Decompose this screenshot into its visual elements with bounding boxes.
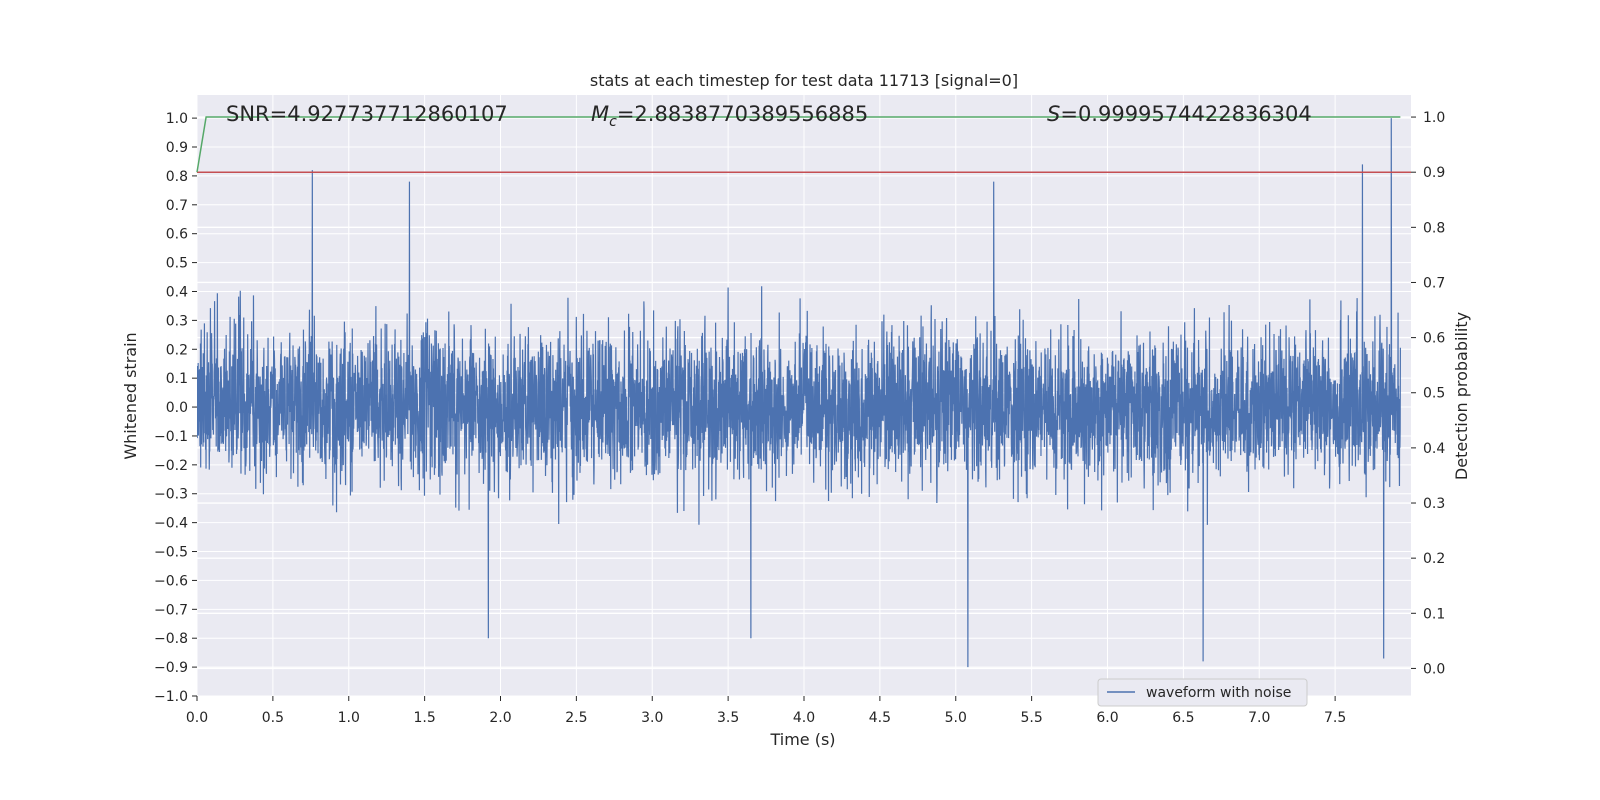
y-tick-label: −0.6 (154, 573, 188, 589)
x-tick-label: 3.5 (717, 710, 739, 726)
waveform-series (197, 118, 1401, 668)
legend: waveform with noise (1097, 678, 1308, 707)
y-tick-label: −0.1 (154, 429, 188, 445)
chart-title: stats at each timestep for test data 117… (590, 71, 1018, 90)
y-tick-label: 0.9 (166, 140, 188, 156)
chirp-mass-subscript: c (609, 114, 617, 130)
y-axis-ticks: 1.0 0.9 0.8 0.7 0.6 0.5 0.4 0.3 0.2 0.1 0.0 −0.1 −0.… (154, 111, 197, 705)
right-axis-label: Detection probability (1452, 312, 1471, 480)
chirp-mass-value: =2.8838770389556885 (617, 102, 868, 126)
x-tick-label: 5.0 (945, 710, 967, 726)
right-axis-ticks: 1.0 0.9 0.8 0.7 0.6 0.5 0.4 0.3 0.2 0.1 0.0 (1411, 110, 1445, 677)
score-value: =0.9999574422836304 (1060, 102, 1311, 126)
right-tick-label: 0.6 (1423, 331, 1445, 347)
x-tick-label: 5.5 (1020, 710, 1042, 726)
y-tick-label: −0.8 (154, 631, 188, 647)
y-tick-label: −0.2 (154, 458, 188, 474)
score-symbol: S (1047, 102, 1060, 126)
y-tick-label: 0.8 (166, 169, 188, 185)
y-tick-label: 0.2 (166, 342, 188, 358)
y-tick-label: −0.3 (154, 487, 188, 503)
right-tick-label: 0.1 (1423, 606, 1445, 622)
x-axis-label: Time (s) (769, 730, 835, 749)
x-tick-label: 6.0 (1096, 710, 1118, 726)
x-tick-label: 2.0 (489, 710, 511, 726)
y-tick-label: −0.5 (154, 545, 188, 561)
chirp-mass-symbol: M (591, 102, 609, 126)
y-axis-label: Whitened strain (121, 332, 140, 459)
score-annotation: S=0.9999574422836304 (1047, 102, 1312, 126)
right-tick-label: 0.3 (1423, 496, 1445, 512)
y-tick-label: −0.4 (154, 516, 188, 532)
x-tick-label: 0.0 (186, 710, 208, 726)
x-tick-label: 3.0 (641, 710, 663, 726)
x-tick-label: 0.5 (262, 710, 284, 726)
x-tick-label: 1.5 (413, 710, 435, 726)
chirp-mass-annotation: Mc=2.8838770389556885 (591, 102, 868, 130)
right-tick-label: 0.0 (1423, 661, 1445, 677)
right-tick-label: 0.9 (1423, 165, 1445, 181)
y-tick-label: −1.0 (154, 689, 188, 705)
right-tick-label: 0.2 (1423, 551, 1445, 567)
y-tick-label: −0.7 (154, 602, 188, 618)
y-tick-label: 0.6 (166, 227, 188, 243)
legend-label: waveform with noise (1146, 685, 1291, 701)
x-tick-label: 7.0 (1248, 710, 1270, 726)
y-tick-label: 1.0 (166, 111, 188, 127)
y-tick-label: 0.4 (166, 284, 188, 300)
right-tick-label: 0.7 (1423, 275, 1445, 291)
right-tick-label: 0.5 (1423, 386, 1445, 402)
y-tick-label: 0.7 (166, 198, 188, 214)
x-axis-ticks: 0.0 0.5 1.0 1.5 2.0 2.5 3.0 3.5 4.0 4.5 5.0 5.5 6.0 6… (186, 696, 1346, 726)
right-tick-label: 0.8 (1423, 220, 1445, 236)
y-tick-label: 0.0 (166, 400, 188, 416)
y-tick-label: 0.1 (166, 371, 188, 387)
legend-box (1097, 678, 1308, 707)
x-tick-label: 1.0 (338, 710, 360, 726)
y-tick-label: 0.5 (166, 256, 188, 272)
snr-annotation: SNR=4.927737712860107 (226, 102, 508, 126)
x-tick-label: 4.5 (869, 710, 891, 726)
probability-series (196, 116, 1401, 173)
y-tick-label: −0.9 (154, 660, 188, 676)
right-tick-label: 0.4 (1423, 441, 1445, 457)
x-tick-label: 6.5 (1172, 710, 1194, 726)
y-tick-label: 0.3 (166, 313, 188, 329)
x-tick-label: 4.0 (793, 710, 815, 726)
x-tick-label: 2.5 (565, 710, 587, 726)
right-tick-label: 1.0 (1423, 110, 1445, 126)
x-tick-label: 7.5 (1324, 710, 1346, 726)
